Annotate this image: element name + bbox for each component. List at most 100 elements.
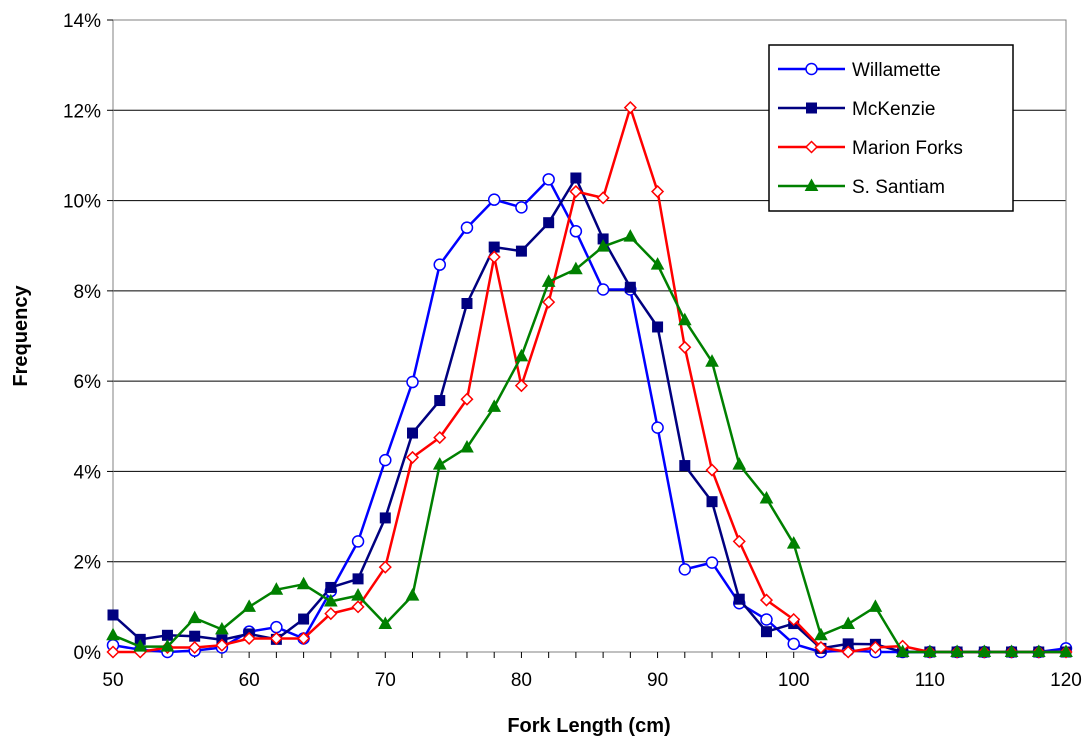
data-point <box>977 644 992 657</box>
y-tick-label: 14% <box>63 11 101 32</box>
data-point <box>296 576 311 590</box>
data-point <box>624 281 636 293</box>
legend-entry: S. Santiam <box>778 177 945 198</box>
data-point <box>706 496 718 508</box>
data-point <box>351 600 365 614</box>
data-point <box>923 644 937 657</box>
data-point <box>461 297 473 309</box>
data-point <box>806 102 817 114</box>
data-point <box>325 581 337 593</box>
data-point <box>760 626 772 638</box>
data-point <box>352 573 364 585</box>
data-point <box>868 599 883 612</box>
data-point <box>189 630 201 642</box>
plot-area-frame <box>112 19 1067 653</box>
data-point <box>841 616 856 630</box>
data-point <box>868 640 882 655</box>
data-point <box>460 392 474 406</box>
data-point <box>543 217 555 229</box>
data-point <box>433 431 447 445</box>
legend-label: McKenzie <box>852 99 935 120</box>
x-tick-label: 80 <box>511 670 532 691</box>
data-point <box>623 229 638 242</box>
data-point <box>570 172 582 184</box>
data-point <box>270 620 283 634</box>
data-point <box>569 225 583 238</box>
data-point <box>487 399 502 412</box>
y-tick-label: 2% <box>74 553 102 574</box>
data-point <box>351 535 365 548</box>
data-point <box>596 283 610 296</box>
data-point <box>542 295 556 309</box>
x-axis-title: Fork Length (cm) <box>507 715 670 737</box>
data-point <box>841 645 855 659</box>
data-point <box>107 609 119 621</box>
y-tick-label: 4% <box>74 462 102 483</box>
legend: Willamette McKenzie Marion Forks S. Santiam <box>768 44 1014 212</box>
data-point <box>759 490 774 504</box>
data-point <box>732 534 746 548</box>
data-point <box>379 512 391 524</box>
data-point <box>434 395 446 407</box>
data-point <box>378 560 392 574</box>
data-point <box>678 340 692 354</box>
data-point <box>133 639 148 652</box>
y-tick-label: 8% <box>74 282 102 303</box>
legend-label: S. Santiam <box>852 177 945 198</box>
data-point <box>1031 644 1046 657</box>
data-point <box>487 250 501 264</box>
data-point <box>760 613 773 626</box>
data-point <box>433 258 446 271</box>
data-point <box>650 257 665 270</box>
x-tick-label: 90 <box>647 670 668 691</box>
data-point <box>351 588 365 601</box>
x-tick-label: 100 <box>778 670 810 691</box>
data-point <box>242 599 256 612</box>
data-point <box>378 616 393 630</box>
data-point <box>805 62 818 76</box>
data-point <box>705 556 719 569</box>
data-point <box>106 627 120 641</box>
data-point <box>188 640 202 655</box>
data-point <box>705 354 719 367</box>
data-point <box>297 631 311 646</box>
y-tick-label: 0% <box>74 643 102 664</box>
x-axis-ticks: 50 60 70 80 90 100 110 120 <box>102 652 1082 691</box>
data-point <box>787 612 801 627</box>
data-point <box>678 563 692 576</box>
data-point <box>542 173 555 186</box>
y-axis-title: Frequency <box>10 285 32 387</box>
x-tick-label: 70 <box>375 670 396 691</box>
data-point <box>407 427 419 439</box>
data-point <box>705 463 719 477</box>
x-tick-label: 50 <box>102 670 123 691</box>
data-point <box>679 460 691 472</box>
legend-label: Marion Forks <box>852 138 963 159</box>
data-point <box>596 191 610 205</box>
data-point <box>514 348 529 362</box>
data-point <box>651 421 664 434</box>
x-tick-label: 110 <box>915 670 945 691</box>
data-point <box>514 379 528 393</box>
legend-label: Willamette <box>852 60 941 81</box>
legend-entry: Willamette <box>778 60 941 81</box>
legend-entry: Marion Forks <box>778 138 963 159</box>
y-axis-ticks: 0% 2% 4% 6% 8% 10% 12% 14% <box>63 11 113 664</box>
data-point <box>487 193 501 206</box>
data-point <box>242 631 256 646</box>
data-point <box>405 588 420 601</box>
data-point <box>432 457 447 470</box>
data-point <box>406 375 419 389</box>
data-point <box>298 613 310 625</box>
data-point <box>323 593 338 607</box>
data-point <box>569 184 583 199</box>
y-tick-label: 6% <box>74 372 102 393</box>
data-point <box>187 610 202 624</box>
data-point <box>269 582 284 595</box>
data-point <box>895 644 910 657</box>
data-point <box>460 221 474 234</box>
data-point <box>161 629 173 641</box>
legend-entry: McKenzie <box>778 99 935 120</box>
data-point <box>787 637 800 651</box>
